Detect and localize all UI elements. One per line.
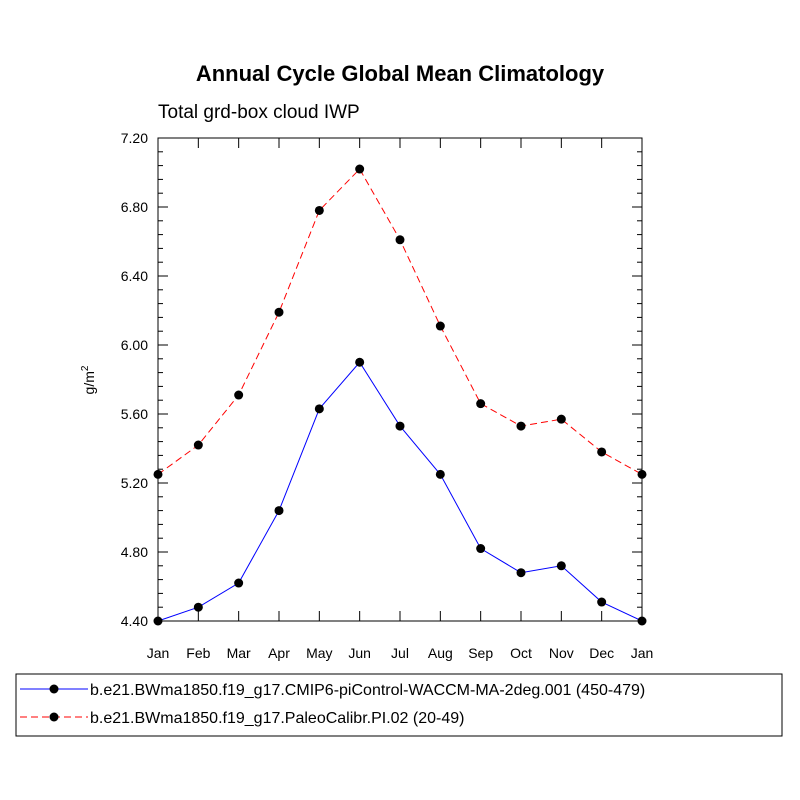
x-tick-label: Sep [468, 645, 493, 661]
data-point [355, 164, 365, 174]
x-tick-label: Feb [186, 645, 210, 661]
legend-marker [49, 712, 59, 722]
y-tick-label: 6.80 [121, 199, 148, 215]
x-tick-label: Jul [391, 645, 409, 661]
series-line [157, 361, 643, 622]
data-point [516, 568, 526, 578]
chart-title: Annual Cycle Global Mean Climatology [196, 61, 605, 86]
x-tick-label: Aug [428, 645, 453, 661]
y-tick-label: 4.80 [121, 544, 148, 560]
y-tick-label: 5.20 [121, 475, 148, 491]
legend-box [15, 673, 783, 737]
data-point [314, 404, 324, 414]
data-point [476, 399, 486, 409]
series-2 [153, 164, 647, 479]
data-point [193, 440, 203, 450]
data-point [234, 390, 244, 400]
y-tick-label: 7.20 [121, 130, 148, 146]
x-tick-label: May [306, 645, 332, 661]
chart-subtitle: Total grd-box cloud IWP [158, 102, 360, 123]
x-tick-label: Jun [348, 645, 371, 661]
x-tick-label: Jan [631, 645, 654, 661]
data-point [153, 469, 163, 479]
x-tick-label: Apr [268, 645, 290, 661]
data-point [274, 506, 284, 516]
y-axis-label: g/m2 [80, 365, 97, 394]
data-point [274, 307, 284, 317]
y-tick-label: 5.60 [121, 406, 148, 422]
data-point [355, 357, 365, 367]
series-1 [153, 357, 647, 626]
y-tick-label: 4.40 [121, 613, 148, 629]
data-point [395, 235, 405, 245]
data-point [637, 616, 647, 626]
data-point [435, 321, 445, 331]
x-tick-label: Oct [510, 645, 532, 661]
data-point [556, 561, 566, 571]
x-tick-label: Mar [227, 645, 251, 661]
legend: b.e21.BWma1850.f19_g17.CMIP6-piControl-W… [20, 682, 645, 727]
legend-marker [49, 684, 59, 694]
data-point [395, 421, 405, 431]
data-point [476, 544, 486, 554]
x-tick-label: Dec [589, 645, 614, 661]
data-point [637, 469, 647, 479]
data-point [556, 414, 566, 424]
data-point [193, 602, 203, 612]
y-tick-label: 6.00 [121, 337, 148, 353]
plot-frame [157, 137, 643, 622]
y-tick-label: 6.40 [121, 268, 148, 284]
axes: 4.40 4.80 5.20 5.60 6.00 6.40 6.80 7.20 Jan Feb Ma… [121, 130, 654, 661]
data-point [234, 578, 244, 588]
data-point [597, 447, 607, 457]
y-axis-label-superscript: 2 [80, 365, 91, 371]
svg-text:g/m2: g/m2 [80, 365, 97, 394]
y-axis-label-text: g/m [81, 371, 97, 394]
data-point [516, 421, 526, 431]
x-tick-label: Nov [549, 645, 574, 661]
x-tick-label: Jan [147, 645, 170, 661]
data-point [597, 597, 607, 607]
data-point [314, 205, 324, 215]
legend-label: b.e21.BWma1850.f19_g17.PaleoCalibr.PI.02… [90, 710, 464, 727]
series-layer [153, 164, 647, 626]
legend-label: b.e21.BWma1850.f19_g17.CMIP6-piControl-W… [90, 682, 645, 699]
data-point [435, 469, 445, 479]
data-point [153, 616, 163, 626]
